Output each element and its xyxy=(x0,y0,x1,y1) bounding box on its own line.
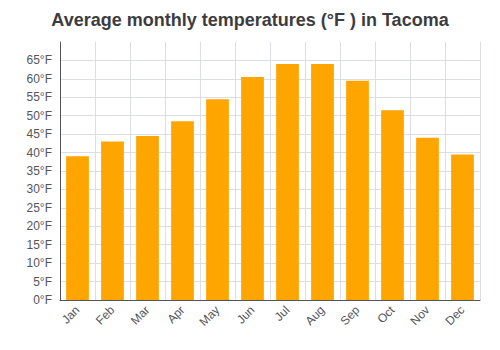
svg-text:Dec: Dec xyxy=(442,303,467,328)
svg-text:40°F: 40°F xyxy=(27,146,52,160)
svg-text:Nov: Nov xyxy=(407,303,432,328)
svg-text:Average monthly temperatures (: Average monthly temperatures (°F ) in Ta… xyxy=(51,10,449,30)
svg-text:10°F: 10°F xyxy=(27,256,52,270)
svg-text:Jul: Jul xyxy=(272,303,293,324)
svg-text:Mar: Mar xyxy=(128,303,153,327)
svg-text:Aug: Aug xyxy=(302,303,327,328)
svg-text:45°F: 45°F xyxy=(27,127,52,141)
svg-text:May: May xyxy=(197,303,223,329)
svg-text:60°F: 60°F xyxy=(27,72,52,86)
svg-text:Jan: Jan xyxy=(59,303,83,327)
svg-text:20°F: 20°F xyxy=(27,219,52,233)
svg-text:Sep: Sep xyxy=(337,303,362,328)
svg-text:5°F: 5°F xyxy=(33,275,52,289)
svg-text:50°F: 50°F xyxy=(27,109,52,123)
svg-text:25°F: 25°F xyxy=(27,201,52,215)
svg-text:15°F: 15°F xyxy=(27,238,52,252)
svg-text:30°F: 30°F xyxy=(27,182,52,196)
svg-text:55°F: 55°F xyxy=(27,90,52,104)
svg-text:35°F: 35°F xyxy=(27,164,52,178)
svg-text:0°F: 0°F xyxy=(33,293,52,307)
svg-text:Feb: Feb xyxy=(93,303,118,328)
svg-text:65°F: 65°F xyxy=(27,53,52,67)
svg-text:Oct: Oct xyxy=(374,303,398,327)
svg-text:Jun: Jun xyxy=(234,303,258,327)
svg-text:Apr: Apr xyxy=(164,303,187,326)
